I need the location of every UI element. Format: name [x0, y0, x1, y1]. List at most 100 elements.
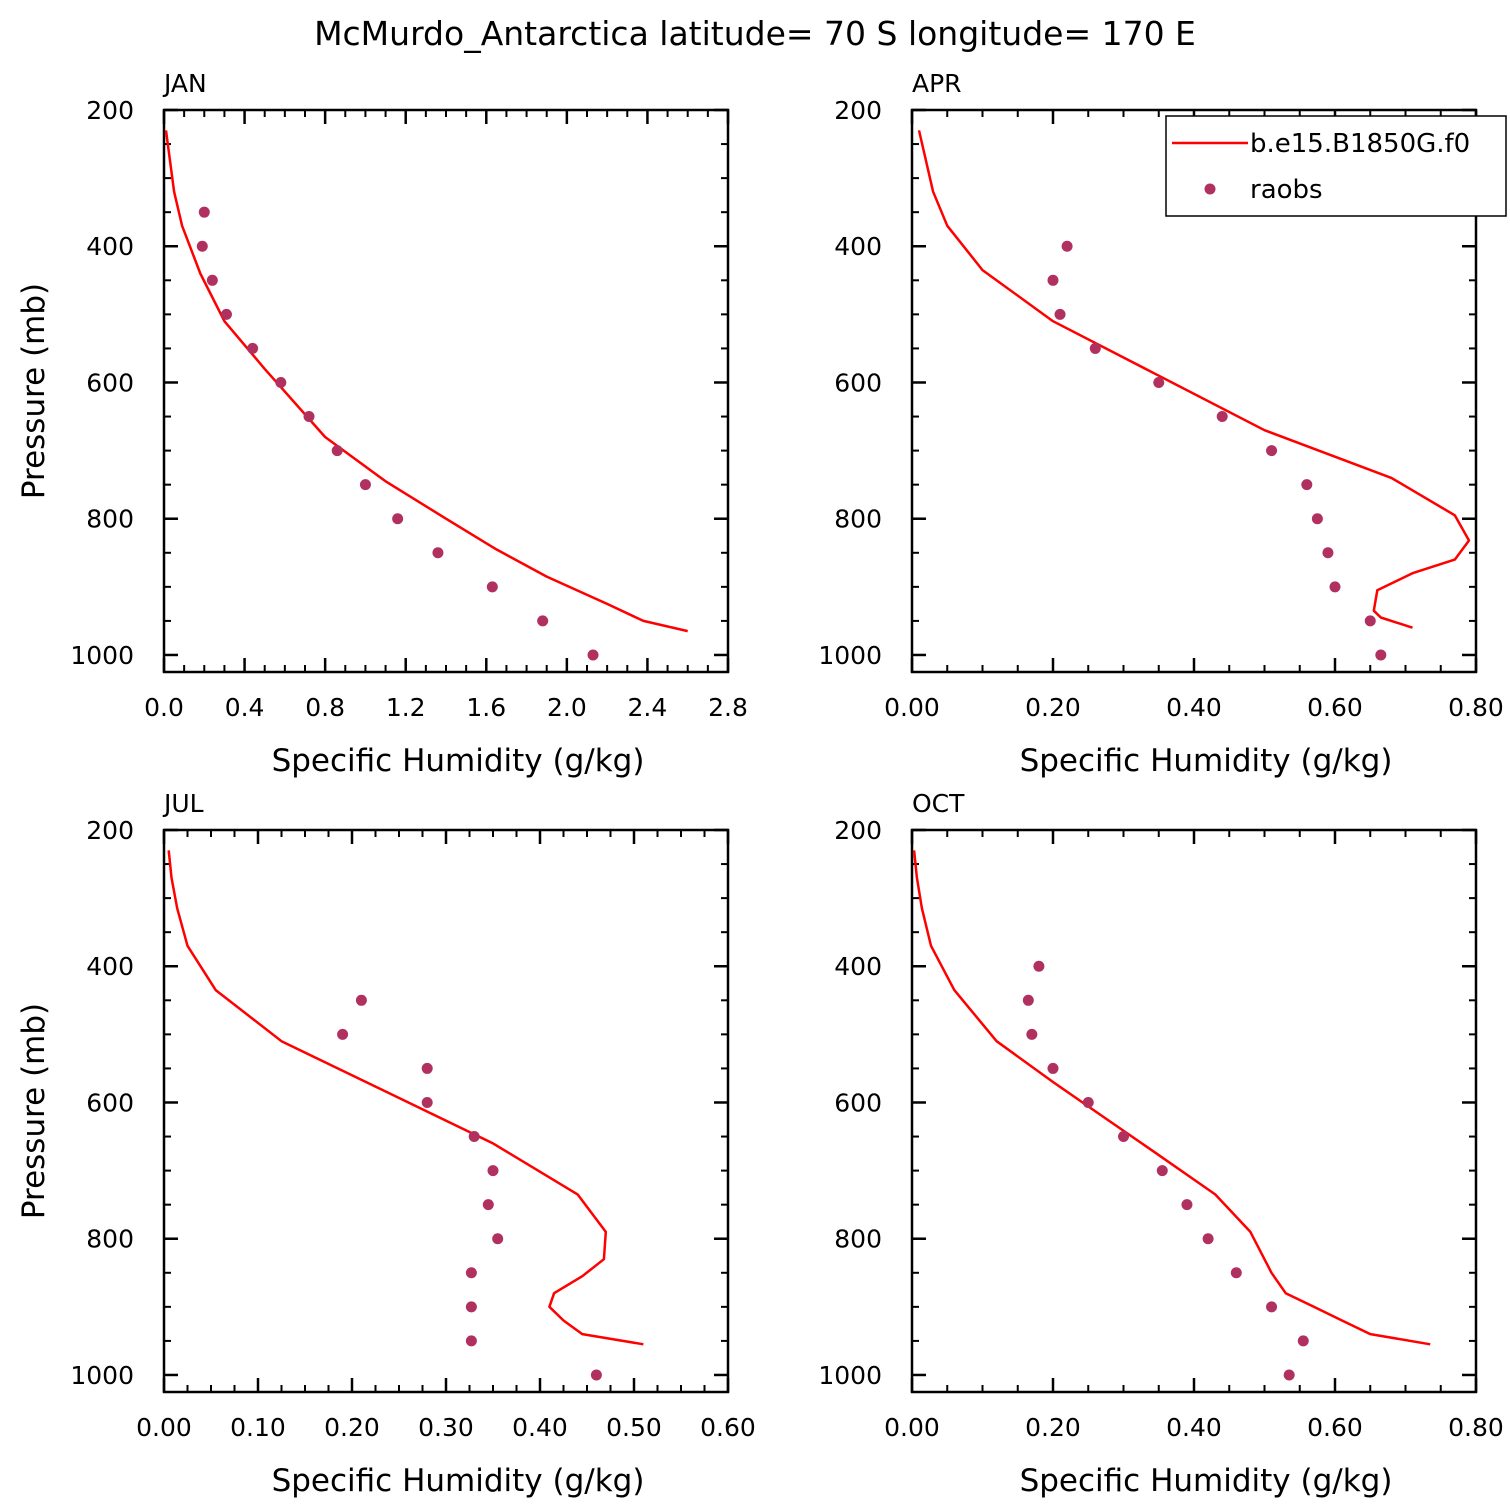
x-tick-label: 0.80	[1448, 693, 1504, 722]
raobs-point	[1329, 581, 1341, 593]
raobs-point	[1047, 1062, 1059, 1074]
raobs-point	[1022, 994, 1034, 1006]
x-tick-label: 0.50	[606, 1413, 662, 1442]
raobs-point	[1026, 1028, 1038, 1040]
raobs-point	[392, 513, 404, 525]
raobs-point	[1061, 240, 1073, 252]
legend-box	[1165, 115, 1507, 217]
legend-model-label: b.e15.B1850G.f0	[1250, 129, 1470, 159]
x-axis-label-jul: Specific Humidity (g/kg)	[272, 1463, 645, 1499]
x-tick-label: 0.20	[1025, 693, 1081, 722]
x-tick-label: 0.20	[324, 1413, 380, 1442]
panel-label-apr: APR	[912, 69, 962, 98]
raobs-point	[1082, 1096, 1094, 1108]
x-axis-label-jan: Specific Humidity (g/kg)	[272, 743, 645, 779]
figure-title: McMurdo_Antarctica latitude= 70 S longit…	[314, 14, 1196, 53]
raobs-point	[1118, 1131, 1129, 1143]
raobs-point	[468, 1131, 480, 1143]
x-tick-label: 0.40	[1166, 693, 1222, 722]
raobs-point	[359, 479, 371, 491]
raobs-point	[492, 1233, 504, 1245]
y-tick-label: 400	[834, 232, 882, 261]
x-axis-label-oct: Specific Humidity (g/kg)	[1020, 1463, 1393, 1499]
raobs-point	[482, 1199, 494, 1211]
x-tick-label: 1.6	[466, 693, 506, 722]
y-tick-label: 800	[834, 1225, 882, 1254]
x-tick-label: 0.80	[1448, 1413, 1504, 1442]
raobs-point	[465, 1267, 477, 1279]
raobs-point	[1283, 1369, 1295, 1381]
y-tick-label: 600	[834, 1088, 882, 1117]
raobs-point	[421, 1062, 433, 1074]
raobs-point	[537, 615, 549, 627]
raobs-point	[1311, 513, 1323, 525]
raobs-point	[198, 206, 210, 218]
panel-label-jul: JUL	[162, 789, 204, 818]
raobs-point	[587, 649, 599, 661]
y-tick-label: 600	[86, 1088, 134, 1117]
y-tick-label: 800	[86, 1225, 134, 1254]
raobs-point	[275, 376, 287, 388]
panel-jan: JAN 0.0 0.4 0.8 1.2 1.6 2.0 2.4 2.8 200 400 600 800 1…	[16, 69, 748, 779]
raobs-point	[465, 1301, 477, 1313]
x-axis-label-apr: Specific Humidity (g/kg)	[1020, 743, 1393, 779]
raobs-point	[355, 994, 367, 1006]
y-tick-label: 800	[834, 505, 882, 534]
x-tick-label: 0.10	[230, 1413, 286, 1442]
y-tick-label: 200	[86, 96, 134, 125]
y-tick-label: 1000	[818, 1361, 882, 1390]
y-tick-label: 200	[834, 96, 882, 125]
y-tick-label: 400	[86, 232, 134, 261]
raobs-point	[1202, 1233, 1214, 1245]
raobs-point	[1054, 308, 1066, 320]
raobs-point	[1297, 1335, 1309, 1347]
model-line-oct	[912, 850, 1431, 1346]
y-axis-label-jul: Pressure (mb)	[16, 1003, 52, 1219]
panel-apr: APR 0.00 0.20 0.40 0.60 0.80 200 400 600 800 1000 S…	[818, 69, 1507, 779]
raobs-point	[432, 547, 444, 559]
y-tick-label: 200	[834, 816, 882, 845]
legend-obs-label: raobs	[1250, 175, 1323, 205]
model-line-apr	[917, 130, 1471, 629]
panel-label-oct: OCT	[912, 789, 965, 818]
y-tick-label: 400	[834, 952, 882, 981]
raobs-point	[247, 342, 259, 354]
raobs-point	[1375, 649, 1387, 661]
x-tick-label: 0.40	[512, 1413, 568, 1442]
raobs-point	[196, 240, 208, 252]
panels-group: JAN 0.0 0.4 0.8 1.2 1.6 2.0 2.4 2.8 200 400 600 800 1…	[16, 69, 1507, 1499]
y-tick-label: 1000	[70, 641, 134, 670]
x-tick-label: 0.60	[700, 1413, 756, 1442]
model-line-jul	[167, 850, 644, 1346]
model-line-jan	[164, 130, 688, 633]
x-tick-label: 0.4	[225, 693, 265, 722]
raobs-point	[487, 1165, 499, 1177]
x-tick-label: 0.00	[136, 1413, 192, 1442]
raobs-point	[1216, 411, 1228, 423]
x-tick-label: 1.2	[386, 693, 426, 722]
y-tick-label: 600	[86, 368, 134, 397]
y-tick-label: 400	[86, 952, 134, 981]
raobs-point	[1156, 1165, 1168, 1177]
raobs-point	[1089, 342, 1101, 354]
raobs-point	[1181, 1199, 1193, 1211]
raobs-point	[1153, 376, 1165, 388]
x-tick-label: 0.60	[1307, 1413, 1363, 1442]
y-tick-label: 1000	[70, 1361, 134, 1390]
y-tick-label: 1000	[818, 641, 882, 670]
y-axis-label-jan: Pressure (mb)	[16, 283, 52, 499]
x-tick-label: 2.4	[628, 693, 668, 722]
raobs-point	[1364, 615, 1376, 627]
x-tick-label: 2.0	[547, 693, 587, 722]
x-tick-label: 0.60	[1307, 693, 1363, 722]
x-tick-label: 2.8	[708, 693, 748, 722]
y-tick-label: 800	[86, 505, 134, 534]
raobs-point	[337, 1028, 349, 1040]
x-tick-label: 0.30	[418, 1413, 474, 1442]
raobs-point	[590, 1369, 602, 1381]
raobs-point	[220, 308, 232, 320]
raobs-point	[421, 1096, 433, 1108]
panel-oct: OCT 0.00 0.20 0.40 0.60 0.80 200 400 600 800 1000 S…	[818, 789, 1503, 1499]
y-tick-label: 600	[834, 368, 882, 397]
plot-frame-jul	[162, 828, 730, 1394]
